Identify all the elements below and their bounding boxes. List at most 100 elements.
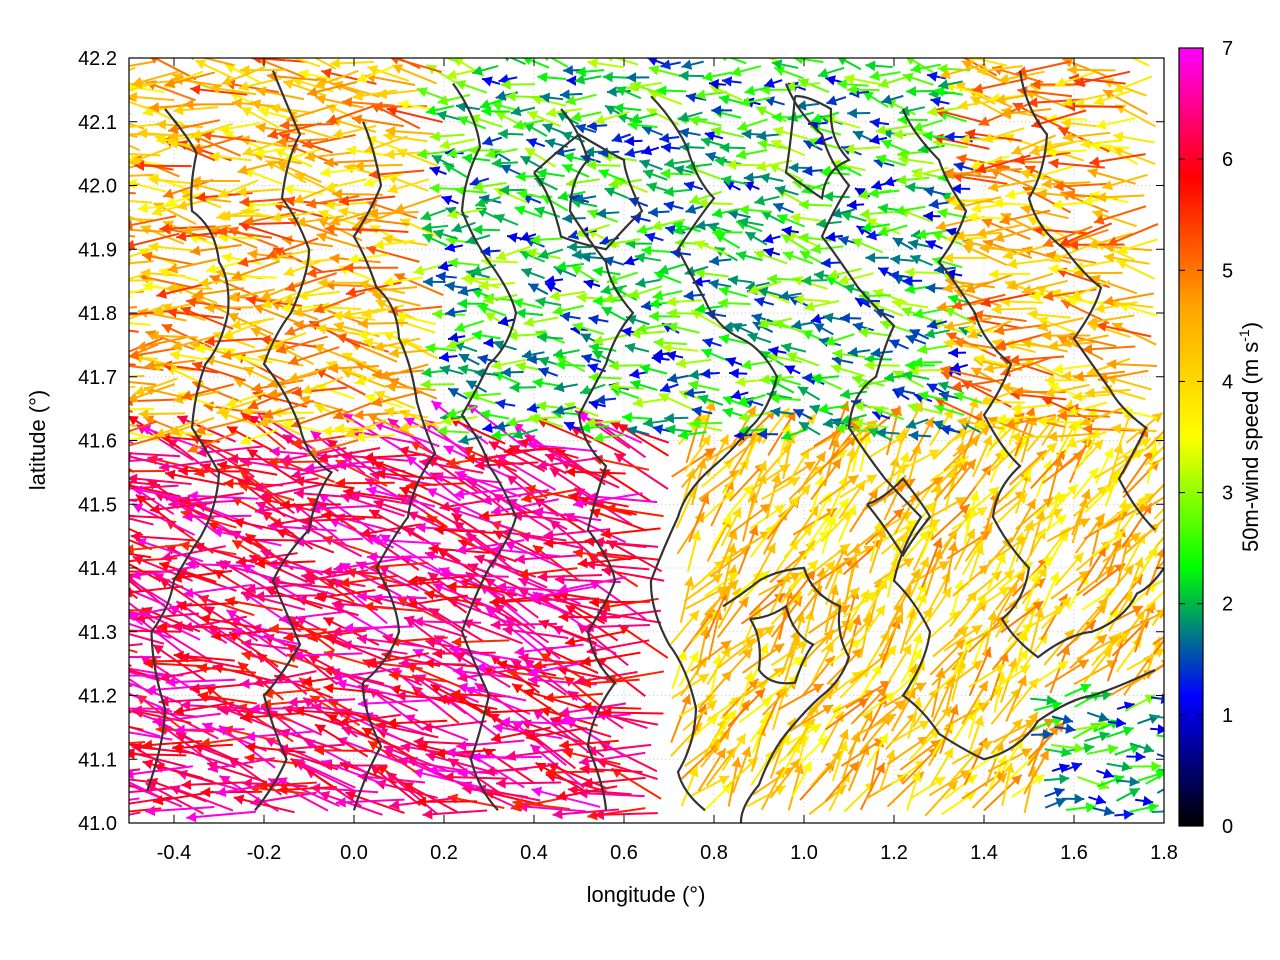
wind-vector-head [839, 543, 850, 554]
wind-vector-head [683, 290, 694, 301]
wind-vector-head [293, 650, 304, 661]
wind-vector-head [212, 527, 223, 538]
wind-vector-head [937, 208, 948, 219]
wind-vector-head [457, 298, 468, 309]
wind-vector-head [999, 214, 1011, 226]
wind-vector-head [781, 234, 793, 244]
wind-vector-head [145, 805, 156, 817]
wind-vector-head [412, 648, 424, 659]
wind-vector-head [756, 161, 767, 172]
wind-vector-head [654, 270, 666, 281]
wind-vector-shaft [454, 471, 522, 498]
wind-vector-head [328, 363, 339, 374]
wind-vector-head [1065, 723, 1076, 734]
wind-vector-head [318, 209, 330, 220]
wind-vector-shaft [395, 694, 461, 701]
wind-vector-head [429, 166, 441, 177]
wind-vector-head [1043, 290, 1054, 302]
wind-vector-head [884, 714, 896, 724]
wind-vector-head [635, 277, 646, 288]
wind-vector-head [191, 175, 201, 187]
wind-vector-head [253, 482, 265, 493]
wind-vector-head [646, 182, 658, 193]
wind-vector-head [422, 722, 433, 733]
wind-vector-head [221, 349, 232, 361]
wind-vector-head [877, 203, 889, 214]
wind-vector-shaft [318, 492, 378, 534]
wind-vector-head [413, 616, 423, 627]
wind-vector-head [624, 135, 635, 147]
wind-vector-head [840, 211, 852, 222]
wind-vector-head [846, 504, 857, 516]
wind-vector-head [433, 471, 444, 483]
wind-vector-head [525, 148, 536, 158]
wind-vector-head [306, 267, 317, 279]
wind-vector-head [757, 139, 768, 150]
wind-vector-head [795, 612, 806, 624]
wind-vector-head [505, 588, 517, 599]
wind-vector-shaft [525, 727, 587, 739]
wind-vector-head [592, 295, 603, 307]
wind-vector-head [604, 187, 616, 197]
wind-vector-head [322, 760, 333, 771]
wind-vector-head [138, 408, 149, 420]
wind-vector-shaft [129, 497, 155, 501]
wind-vector-head [721, 554, 732, 565]
wind-vector-shaft [505, 747, 571, 758]
wind-vector-head [474, 683, 486, 694]
wind-vector-head [866, 474, 878, 485]
wind-vector-head [345, 790, 357, 801]
wind-vector-shaft [129, 380, 157, 386]
wind-vector-head [943, 252, 953, 264]
wind-vector-shaft [159, 458, 226, 469]
wind-vector-head [430, 131, 441, 142]
wind-vector-head [200, 737, 211, 748]
wind-vector-head [358, 318, 368, 329]
wind-vector-head [297, 290, 308, 301]
wind-vector-shaft [269, 627, 328, 631]
wind-vector-shaft [456, 694, 509, 728]
wind-vector-shaft [1156, 788, 1164, 794]
wind-vector-head [322, 425, 332, 437]
wind-vector-shaft [172, 624, 237, 631]
wind-vector-head [1102, 180, 1114, 191]
wind-vector-head [1065, 331, 1076, 343]
wind-vector-head [137, 202, 148, 214]
wind-vector-head [295, 616, 307, 626]
wind-vector-head [891, 298, 903, 309]
wind-vector-head [781, 225, 793, 237]
wind-vector-head [630, 213, 642, 224]
wind-vector-head [258, 490, 270, 501]
wind-vector-head [697, 394, 709, 405]
wind-vector-head [988, 268, 999, 280]
wind-vector-head [677, 650, 688, 661]
wind-vector-head [180, 189, 192, 200]
wind-vector-head [756, 130, 767, 142]
wind-vector-shaft [182, 514, 252, 519]
wind-vector-head [93, 652, 103, 663]
wind-vector-head [327, 714, 339, 724]
wind-vector-head [918, 530, 930, 542]
wind-vector-shaft [129, 527, 144, 536]
wind-vector-head [996, 413, 1007, 425]
wind-vector-shaft [545, 773, 607, 793]
wind-vector-head [1098, 711, 1109, 722]
wind-vector-head [583, 278, 595, 290]
wind-vector-head [678, 127, 690, 139]
wind-vector-head [198, 277, 209, 288]
wind-vector-shaft [129, 811, 141, 816]
wind-vector-shaft [403, 417, 467, 451]
wind-vector-head [515, 171, 526, 182]
wind-vector-head [175, 724, 185, 736]
wind-vector-head [1134, 610, 1145, 622]
wind-vector-head [948, 294, 959, 305]
wind-vector-head [759, 374, 770, 385]
wind-vector-head [483, 337, 494, 348]
wind-vector-shaft [465, 571, 518, 612]
wind-vector-head [536, 400, 547, 412]
wind-vector-head [714, 156, 725, 167]
wind-vector-shaft [583, 623, 650, 629]
wind-vector-shaft [336, 681, 406, 699]
wind-vector-head [774, 504, 785, 515]
wind-vector-head [793, 294, 804, 305]
